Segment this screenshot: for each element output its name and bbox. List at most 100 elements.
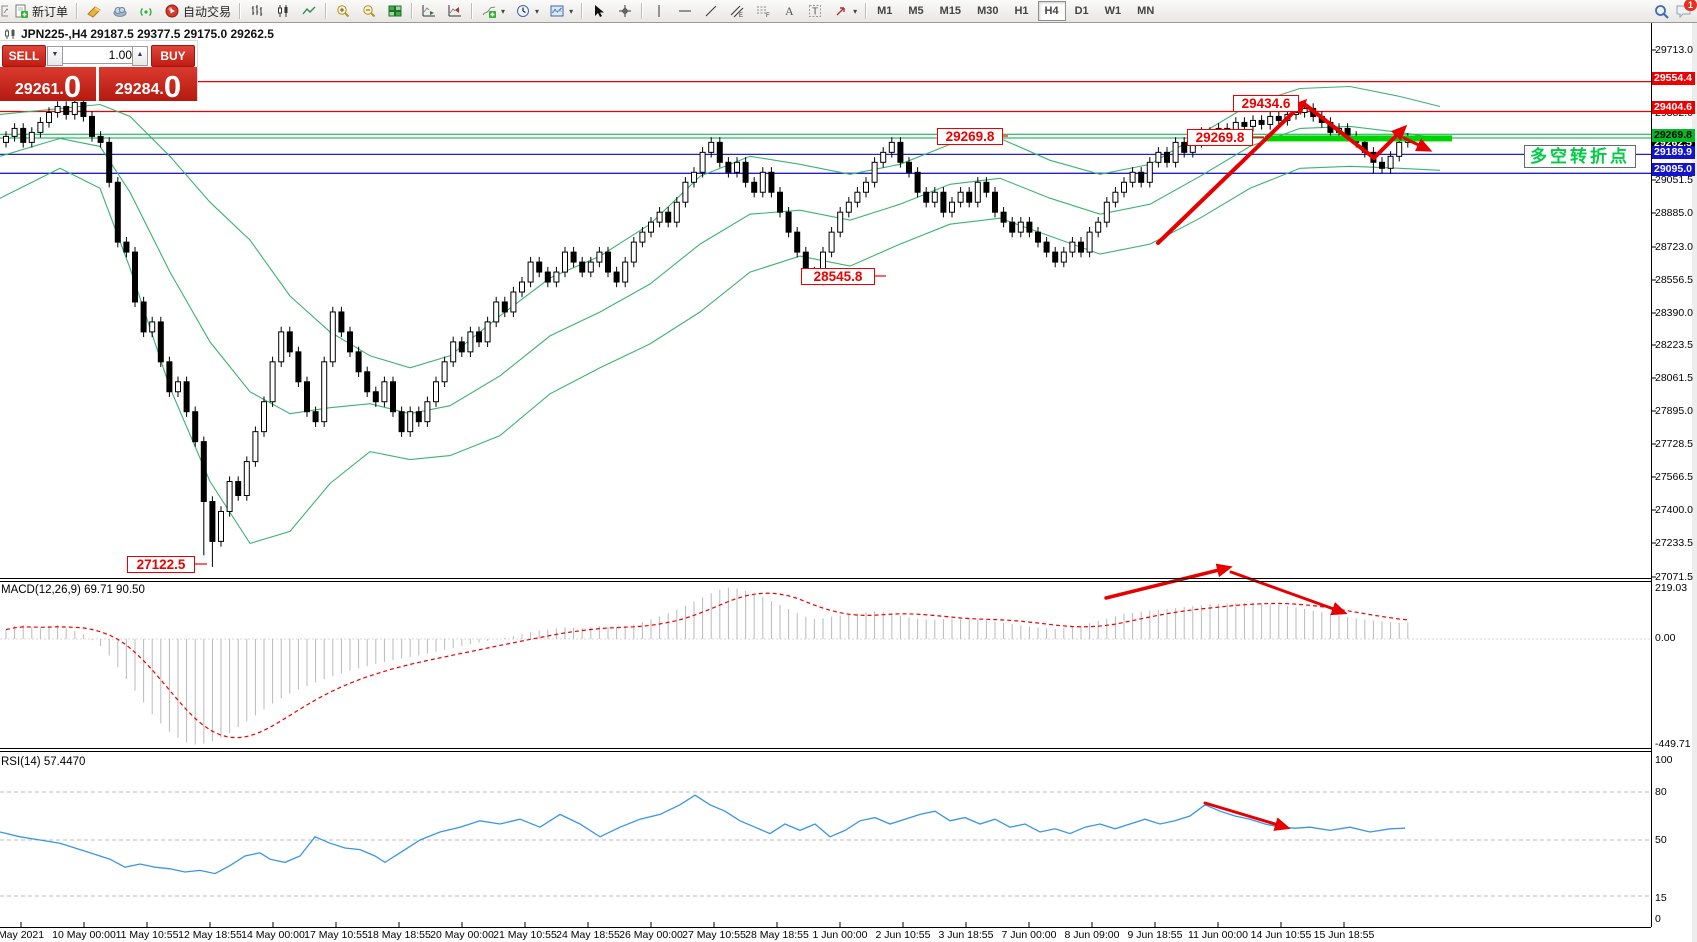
window-edge-strip [1692,22,1697,942]
channel-tool-button[interactable]: E [724,0,750,22]
sell-button[interactable]: SELL [2,45,46,67]
timeframe-button-d1[interactable]: D1 [1074,5,1089,17]
bar-chart-button[interactable] [244,0,270,22]
timeframe-button-w1[interactable]: W1 [1104,5,1122,17]
chevron-down-icon: ▾ [501,6,506,16]
candle-chart-icon [278,5,288,17]
timeframe-button-mn[interactable]: MN [1137,5,1155,17]
candle-chart-button[interactable] [270,0,296,22]
autotrade-label: 自动交易 [183,4,232,19]
price-level-badge: 29554.4 [1652,72,1695,85]
macd-scale-bottom: -449.71 [1655,738,1691,750]
chevron-down-icon: ▾ [535,6,540,16]
price-annotation-label[interactable]: 27122.5 [127,556,195,573]
cursor-icon [595,5,605,17]
fibonacci-tool-button[interactable]: F [750,0,776,22]
price-annotation-label[interactable]: 29269.8 [937,128,1003,145]
date-tick-label: 11 Jun 00:00 [1188,929,1248,941]
chart-partial-icon [0,3,8,19]
periods-button[interactable]: ▾ [510,0,544,22]
separator [76,3,79,19]
price-annotation-label[interactable]: 29434.6 [1233,95,1299,112]
separator [581,3,584,19]
date-tick-label: 26 May 00:00 [619,929,683,941]
lot-decrease-button[interactable]: ▼ [47,46,63,66]
market-profile-button[interactable] [81,0,107,22]
price-tick-label: 28723.0 [1655,241,1693,253]
price-level-badge: 29189.9 [1652,146,1695,159]
sell-price-display[interactable]: 29261. 0 [0,67,96,102]
autotrade-icon [165,4,179,18]
hline-icon [679,10,692,12]
date-tick-label: 14 May 00:00 [241,929,305,941]
timeframe-button-m30[interactable]: M30 [977,5,999,17]
buy-price-display[interactable]: 29284. 0 [99,67,197,102]
market-watch-button[interactable] [107,0,133,22]
notification-badge: 1 [1683,0,1697,11]
separator [411,3,414,19]
arrows-tool-icon [836,7,845,16]
chart-shift-button[interactable] [442,0,468,22]
price-tick-label: 29713.0 [1655,44,1693,56]
rsi-scale-label: 50 [1655,834,1667,846]
sell-price-small: 29261. [14,81,64,98]
macd-label: MACD(12,26,9) 69.71 90.50 [1,584,145,596]
signals-button[interactable] [133,0,159,22]
add-indicator-button[interactable]: ▾ [476,0,510,22]
main-toolbar: 新订单 [0,0,1697,23]
lot-increase-button[interactable]: ▲ [132,46,148,66]
rsi-scale-label: 15 [1655,892,1667,904]
line-chart-icon [302,6,316,15]
timeframe-button-h1[interactable]: H1 [1014,5,1029,17]
tile-windows-icon [388,5,402,17]
timeframe-button-m1[interactable]: M1 [877,5,893,17]
date-tick-label: 9 Jun 18:55 [1127,929,1183,941]
price-level-badge: 29095.0 [1652,163,1695,176]
vline-tool-button[interactable] [646,0,672,22]
price-level-badge: 29269.8 [1652,129,1695,142]
rsi-scale-label: 80 [1655,786,1667,798]
price-annotation-label[interactable]: 28545.8 [801,268,875,285]
text-tool-button[interactable]: A [776,0,802,22]
templates-button[interactable]: ▾ [544,0,578,22]
zoom-in-button[interactable] [330,0,356,22]
price-tick-label: 27071.5 [1655,571,1693,583]
line-chart-button[interactable] [296,0,322,22]
date-tick-label: 1 Jun 00:00 [812,929,868,941]
symbol-info-line: JPN225-,H4 29187.5 29377.5 29175.0 29262… [4,27,274,41]
label-tool-button[interactable]: T [802,0,828,22]
date-tick-label: 11 May 10:55 [115,929,179,941]
timeframe-button-h4[interactable]: H4 [1037,1,1066,21]
arrows-tool-button[interactable]: ▾ [828,0,862,22]
timeframe-button-m5[interactable]: M5 [908,5,924,17]
rsi-scale-label: 100 [1655,754,1673,766]
autotrade-button[interactable]: 自动交易 [159,0,236,22]
price-tick-label: 28061.5 [1655,372,1693,384]
signal-icon [140,8,152,16]
hline-tool-button[interactable] [672,0,698,22]
price-tick-label: 27233.5 [1655,537,1693,549]
auto-scroll-button[interactable] [416,0,442,22]
price-tick-label: 28223.5 [1655,339,1693,351]
symbol-chart-icon [5,29,15,39]
zoom-out-button[interactable] [356,0,382,22]
tile-windows-button[interactable] [382,0,408,22]
notifications-button[interactable]: 1 [1675,0,1697,19]
trendline-tool-button[interactable] [698,0,724,22]
price-annotation-label[interactable]: 29269.8 [1187,129,1253,146]
new-order-icon [15,4,28,18]
zoom-in-icon [337,5,350,18]
bar-chart-icon [251,5,263,16]
turning-point-label: 多空转折点 [1524,145,1636,168]
lot-size-input[interactable]: 1.00 [62,46,137,64]
cursor-button[interactable] [586,0,612,22]
rsi-label: RSI(14) 57.4470 [1,756,86,768]
search-icon[interactable] [1653,3,1669,19]
crosshair-icon [619,5,632,17]
buy-button[interactable]: BUY [151,45,195,67]
crosshair-button[interactable] [612,0,638,22]
new-order-button[interactable]: 新订单 [8,0,73,22]
timeframe-button-m15[interactable]: M15 [939,5,962,17]
